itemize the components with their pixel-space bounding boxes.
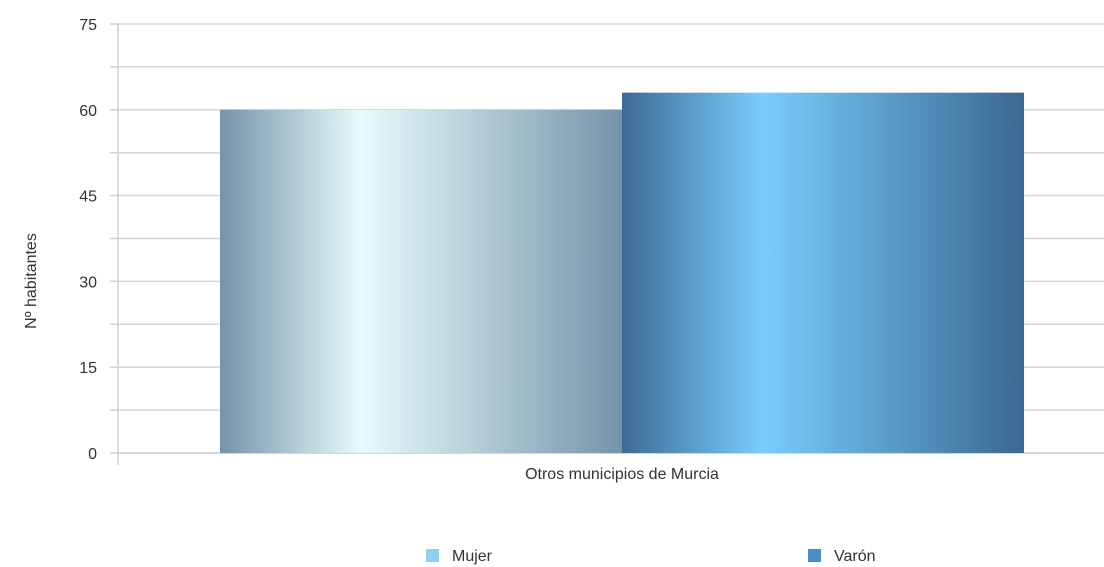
legend-swatch-varon	[808, 549, 821, 562]
legend-label-mujer: Mujer	[452, 548, 493, 565]
y-axis-title: Nº habitantes	[23, 233, 40, 329]
y-tick-label: 60	[79, 103, 97, 120]
legend: Mujer Varón	[426, 548, 876, 565]
y-tick-label: 0	[88, 446, 97, 463]
y-tick-label: 75	[79, 17, 97, 34]
y-tick-label: 30	[79, 274, 97, 291]
legend-label-varon: Varón	[834, 548, 876, 565]
bar-varon	[622, 92, 1024, 453]
bars	[220, 92, 1024, 454]
x-tick-label: Otros municipios de Murcia	[525, 466, 719, 483]
y-tick-label: 45	[79, 189, 97, 206]
y-tick-label: 15	[79, 360, 97, 377]
axis-labels: Nº habitantes Otros municipios de Murcia	[23, 233, 719, 483]
legend-swatch-mujer	[426, 549, 439, 562]
bar-mujer	[220, 109, 622, 454]
